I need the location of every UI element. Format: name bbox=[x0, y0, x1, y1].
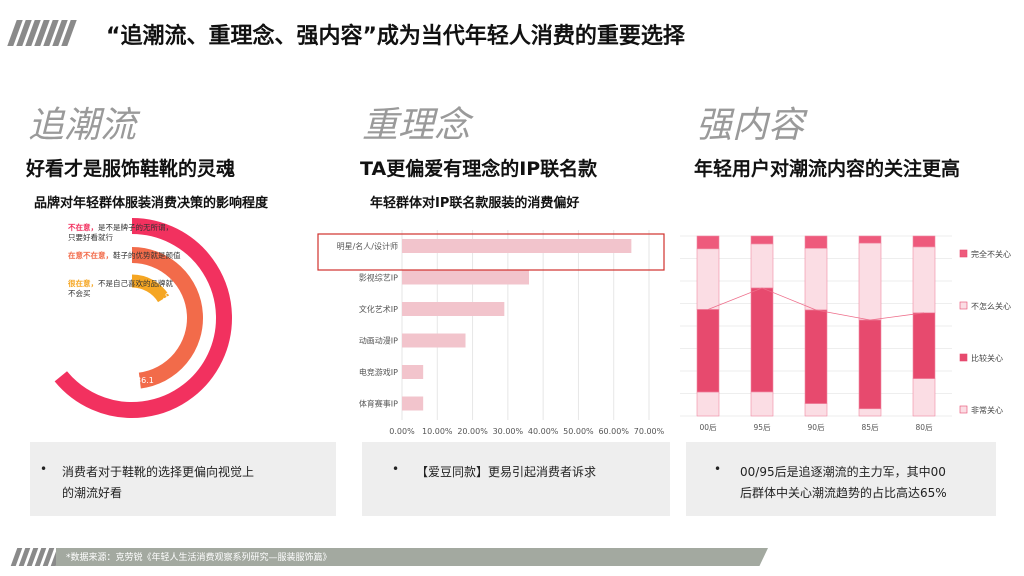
category-label: 文化艺术IP bbox=[359, 304, 398, 314]
bar bbox=[402, 302, 505, 316]
note-panel: • 00/95后是追逐潮流的主力军，其中00 后群体中关心潮流趋势的占比高达65… bbox=[686, 442, 996, 516]
tick-label: 70.00% bbox=[634, 427, 665, 436]
tick-label: 10.00% bbox=[422, 427, 453, 436]
stack-segment bbox=[912, 312, 936, 379]
stack-segment bbox=[858, 242, 882, 321]
trend-line bbox=[707, 287, 925, 321]
stack-segment bbox=[804, 235, 828, 249]
bar bbox=[402, 396, 424, 411]
stack-segment bbox=[804, 403, 828, 417]
column-script-title: 重理念 bbox=[362, 105, 471, 146]
note-text: 消费者对于鞋靴的选择更偏向视觉上 的潮流好看 bbox=[62, 465, 255, 500]
ip-bar-chart: 明星/名人/设计师影视综艺IP文化艺术IP动画动漫IP电竞游戏IP体育赛事IP … bbox=[317, 230, 665, 436]
donut-arc bbox=[54, 218, 232, 418]
bar bbox=[402, 270, 530, 285]
bullet-icon: • bbox=[392, 462, 400, 476]
category-label: 95后 bbox=[753, 422, 771, 432]
tick-label: 50.00% bbox=[563, 427, 594, 436]
category-label: 明星/名人/设计师 bbox=[337, 241, 398, 251]
legend-label: 在意不在意，鞋子的优势就是颜值 bbox=[68, 250, 181, 260]
bar bbox=[402, 333, 466, 348]
tick-label: 40.00% bbox=[528, 427, 559, 436]
bar bbox=[402, 239, 632, 253]
category-label: 动画动漫IP bbox=[359, 336, 398, 346]
legend-label: 很在意，不是自己喜欢的品牌就 bbox=[67, 278, 173, 288]
category-label: 00后 bbox=[699, 422, 717, 432]
tick-label: 60.00% bbox=[598, 427, 629, 436]
column-heading: 年轻用户对潮流内容的关注更高 bbox=[694, 158, 961, 180]
category-label: 85后 bbox=[861, 422, 879, 432]
stack-segment bbox=[912, 246, 936, 314]
data-label: 36.1 bbox=[136, 376, 154, 385]
stack-segment bbox=[750, 287, 774, 393]
footer-decoration bbox=[10, 548, 63, 566]
header-decoration bbox=[7, 20, 77, 46]
stack-segment bbox=[696, 309, 720, 393]
bar bbox=[402, 365, 424, 379]
legend-label: 不怎么关心 bbox=[971, 301, 1011, 311]
legend-label: 不在意，是不是牌子的无所谓， bbox=[68, 222, 173, 232]
category-label: 80后 bbox=[915, 422, 933, 432]
stack-segment bbox=[750, 391, 774, 417]
stack-segment bbox=[804, 248, 828, 311]
note-panel: • 【爱豆同款】更易引起消费者诉求 bbox=[362, 442, 670, 516]
donut-chart: 不在意，是不是牌子的无所谓，只要好看就行在意不在意，鞋子的优势就是颜值很在意，不… bbox=[29, 218, 232, 418]
tick-label: 20.00% bbox=[457, 427, 488, 436]
category-label: 影视综艺IP bbox=[359, 273, 398, 283]
tick-label: 0.00% bbox=[389, 427, 415, 436]
column-heading: TA更偏爱有理念的IP联名款 bbox=[360, 158, 598, 180]
legend-swatch bbox=[959, 301, 968, 310]
category-label: 电竞游戏IP bbox=[359, 367, 398, 377]
bullet-icon: • bbox=[714, 462, 722, 476]
legend-label: 不会买 bbox=[68, 288, 91, 298]
donut-arc bbox=[131, 274, 170, 303]
data-source: *数据来源：克劳锐《年轻人生活消费观察系列研究—服装服饰篇》 bbox=[66, 553, 332, 563]
stack-segment bbox=[750, 235, 774, 245]
note-text: 00/95后是追逐潮流的主力军，其中00 后群体中关心潮流趋势的占比高达65% bbox=[740, 465, 947, 500]
column-script-title: 追潮流 bbox=[28, 105, 137, 146]
legend-swatch bbox=[959, 405, 968, 414]
category-label: 90后 bbox=[807, 422, 825, 432]
chart-subtitle: 品牌对年轻群体服装消费决策的影响程度 bbox=[34, 196, 269, 211]
footer-bar: *数据来源：克劳锐《年轻人生活消费观察系列研究—服装服饰篇》 bbox=[56, 548, 768, 566]
column-heading: 好看才是服饰鞋靴的灵魂 bbox=[26, 158, 236, 180]
legend-label: 只要好看就行 bbox=[68, 232, 113, 242]
category-label: 体育赛事IP bbox=[359, 399, 398, 409]
stack-segment bbox=[696, 235, 720, 250]
note-text: 【爱豆同款】更易引起消费者诉求 bbox=[416, 465, 597, 479]
legend-label: 完全不关心 bbox=[971, 249, 1011, 259]
column-script-title: 强内容 bbox=[696, 105, 805, 146]
stack-segment bbox=[696, 248, 720, 310]
tick-label: 30.00% bbox=[493, 427, 524, 436]
note-panel: • 消费者对于鞋靴的选择更偏向视觉上 的潮流好看 bbox=[30, 442, 336, 516]
stack-segment bbox=[696, 391, 720, 417]
page-title: “追潮流、重理念、强内容”成为当代年轻人消费的重要选择 bbox=[106, 24, 685, 49]
donut-arc bbox=[131, 247, 203, 389]
stack-segment bbox=[912, 378, 936, 417]
legend-swatch bbox=[959, 353, 968, 362]
bullet-icon: • bbox=[40, 462, 48, 476]
highlight-box bbox=[317, 233, 665, 271]
stack-segment bbox=[858, 235, 882, 244]
legend-label: 比较关心 bbox=[971, 353, 1003, 363]
stack-segment bbox=[804, 309, 828, 404]
stack-segment bbox=[858, 408, 882, 417]
legend-label: 非常关心 bbox=[971, 405, 1003, 415]
legend-swatch bbox=[959, 249, 968, 258]
stack-segment bbox=[912, 235, 936, 248]
data-label: 53.4 bbox=[29, 321, 42, 340]
chart-subtitle: 年轻群体对IP联名款服装的消费偏好 bbox=[370, 196, 580, 211]
stack-segment bbox=[858, 319, 882, 410]
stack-segment bbox=[750, 243, 774, 289]
